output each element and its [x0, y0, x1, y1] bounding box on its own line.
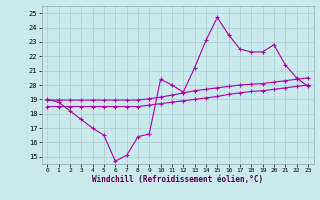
X-axis label: Windchill (Refroidissement éolien,°C): Windchill (Refroidissement éolien,°C)	[92, 175, 263, 184]
